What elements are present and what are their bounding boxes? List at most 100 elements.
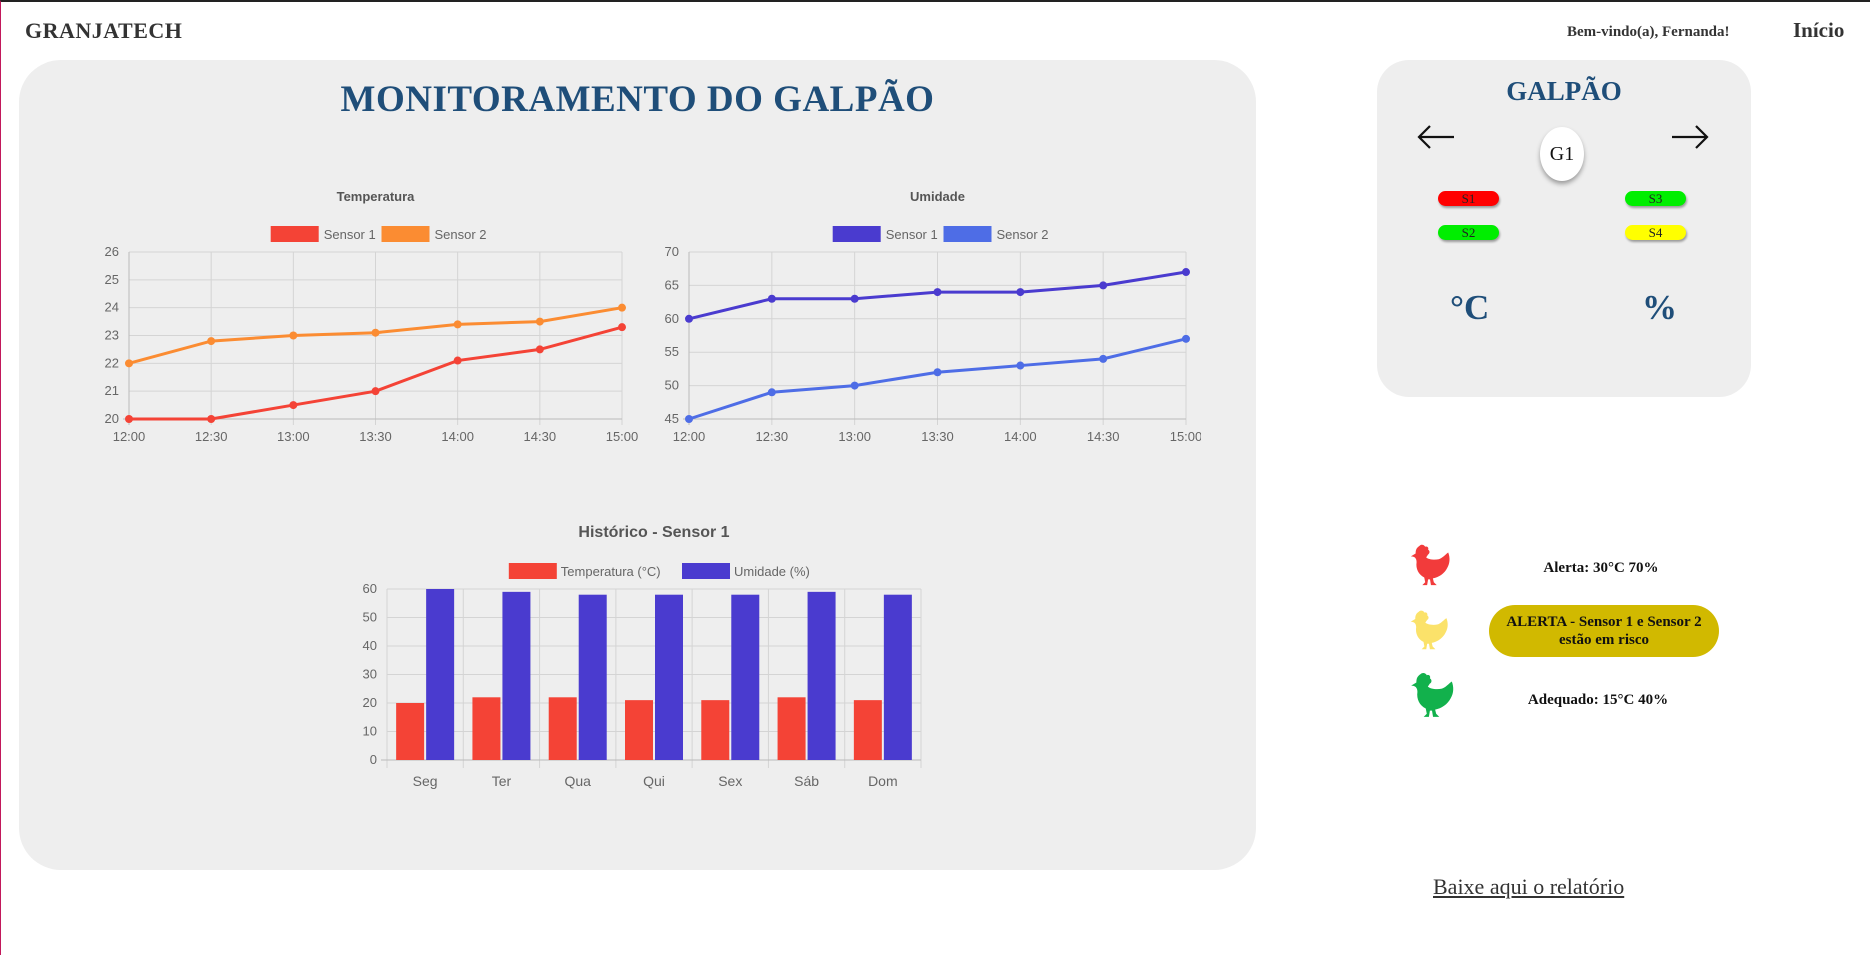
data-point (1099, 281, 1108, 290)
y-tick-label: 20 (363, 695, 377, 710)
data-point (371, 387, 380, 396)
x-tick-label: Qui (643, 773, 665, 789)
x-tick-label: 14:30 (1087, 429, 1120, 444)
yellow-chicken-icon (1407, 608, 1451, 657)
data-point (289, 331, 298, 340)
x-tick-label: Dom (868, 773, 898, 789)
y-tick-label: 10 (363, 724, 377, 739)
data-point (850, 381, 859, 390)
data-point (453, 356, 462, 365)
arrow-left-icon[interactable] (1416, 122, 1456, 157)
legend-label: Sensor 1 (886, 227, 938, 242)
legend-swatch (508, 563, 557, 579)
data-point (685, 415, 693, 423)
red-chicken-icon (1407, 542, 1453, 593)
legend-label: Sensor 1 (324, 227, 376, 242)
galpao-selector-button[interactable]: G1 (1540, 127, 1584, 181)
sensor-s3-button[interactable]: S3 (1625, 191, 1686, 206)
temperature-chart: Temperatura Sensor 1 Sensor 2 20 21 22 23 24 25 2… (105, 189, 639, 444)
x-tick-label: 15:00 (1170, 429, 1201, 444)
data-point (1182, 334, 1190, 343)
data-point (618, 323, 626, 332)
data-point (767, 294, 776, 303)
data-point (289, 401, 298, 410)
y-tick-label: 40 (363, 638, 377, 653)
page-title: MONITORAMENTO DO GALPÃO (340, 79, 935, 120)
bar (853, 700, 882, 760)
data-point (1182, 268, 1190, 277)
arrow-right-icon[interactable] (1670, 122, 1710, 157)
y-tick-label: 24 (105, 300, 119, 315)
legend-label: Temperatura (°C) (561, 564, 661, 579)
legend-swatch (832, 226, 881, 242)
data-point (207, 337, 216, 346)
x-tick-label: Sex (718, 773, 742, 789)
welcome-message: Bem-vindo(a), Fernanda! (1567, 24, 1730, 40)
y-tick-label: 60 (665, 311, 679, 326)
bar (655, 594, 683, 760)
data-point (535, 317, 544, 326)
x-tick-label: 13:00 (277, 429, 310, 444)
chart-title: Histórico - Sensor 1 (578, 524, 729, 541)
data-point (933, 368, 942, 377)
data-point (1016, 288, 1025, 297)
y-tick-label: 26 (105, 244, 119, 259)
legend-label: Sensor 2 (997, 227, 1049, 242)
y-tick-label: 20 (105, 411, 119, 426)
y-tick-label: 22 (105, 355, 119, 370)
data-point (535, 345, 544, 354)
y-tick-label: 70 (665, 244, 679, 259)
y-tick-label: 25 (105, 272, 119, 287)
bar (777, 697, 806, 760)
galpao-title: GALPÃO (1506, 76, 1622, 106)
data-point (618, 303, 626, 312)
red-alert-text: Alerta: 30°C 70% (1543, 560, 1659, 576)
alert-badge: ALERTA - Sensor 1 e Sensor 2 estão em ri… (1489, 605, 1719, 657)
x-tick-label: 12:00 (673, 429, 706, 444)
bar (548, 697, 577, 760)
y-tick-label: 55 (665, 344, 679, 359)
x-tick-label: 14:30 (524, 429, 557, 444)
humidity-chart: Umidade Sensor 1 Sensor 2 45 50 55 60 65 70 12:00… (665, 189, 1201, 444)
y-tick-label: 65 (665, 277, 679, 292)
y-tick-label: 30 (363, 667, 377, 682)
galpao-panel: GALPÃO G1 S1 S3 S2 S4 °C % (1377, 60, 1751, 397)
legend-swatch (682, 563, 730, 579)
x-tick-label: 14:00 (1004, 429, 1037, 444)
data-point (1099, 354, 1108, 363)
data-point (371, 328, 380, 337)
bar (396, 703, 425, 760)
chart-title: Temperatura (337, 189, 416, 204)
x-tick-label: Sáb (794, 773, 819, 789)
bar (883, 594, 912, 760)
x-tick-label: 12:30 (195, 429, 228, 444)
y-tick-label: 50 (665, 378, 679, 393)
bar (502, 591, 531, 760)
y-tick-label: 45 (665, 411, 679, 426)
x-tick-label: 15:00 (606, 429, 639, 444)
bar (426, 589, 455, 760)
y-tick-label: 23 (105, 328, 119, 343)
legend-swatch (270, 226, 319, 242)
data-point (933, 288, 942, 297)
nav-home-link[interactable]: Início (1793, 18, 1845, 42)
temperature-unit: °C (1450, 288, 1490, 327)
x-tick-label: Seg (413, 773, 438, 789)
download-report-link[interactable]: Baixe aqui o relatório (1433, 874, 1625, 899)
data-point (850, 294, 859, 303)
x-tick-label: 13:30 (921, 429, 954, 444)
data-point (685, 314, 693, 323)
brand-logo[interactable]: GRANJATECH (25, 18, 183, 43)
data-point (453, 320, 462, 329)
data-point (125, 359, 133, 368)
y-tick-label: 0 (370, 752, 377, 767)
sensor-s2-button[interactable]: S2 (1438, 225, 1499, 240)
x-tick-label: 14:00 (441, 429, 474, 444)
x-tick-label: Ter (492, 773, 512, 789)
bar (625, 700, 653, 760)
x-tick-label: 13:00 (838, 429, 871, 444)
chart-title: Umidade (910, 189, 965, 204)
legend-label: Umidade (%) (734, 564, 810, 579)
sensor-s1-button[interactable]: S1 (1438, 191, 1499, 206)
sensor-s4-button[interactable]: S4 (1625, 225, 1686, 240)
